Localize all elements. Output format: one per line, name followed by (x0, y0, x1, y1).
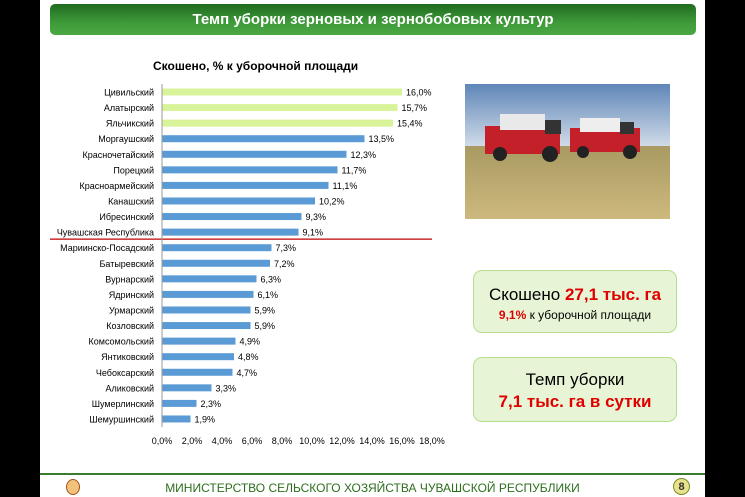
x-tick-label: 6,0% (242, 436, 263, 446)
bar (162, 399, 197, 407)
bar (162, 306, 251, 314)
bar (162, 368, 233, 376)
x-tick-label: 10,0% (299, 436, 325, 446)
slide-title: Темп уборки зерновых и зернобобовых куль… (50, 4, 696, 35)
data-label: 9,3% (306, 212, 327, 222)
category-label: Цивильский (104, 88, 154, 98)
data-label: 4,7% (237, 368, 258, 378)
bar (162, 275, 257, 283)
ministry-logo (66, 479, 80, 495)
x-tick-label: 12,0% (329, 436, 355, 446)
category-label: Шемуршинский (89, 414, 154, 424)
category-label: Комсомольский (89, 337, 154, 347)
data-label: 15,4% (397, 119, 423, 129)
data-label: 11,1% (333, 181, 358, 191)
data-label: 6,3% (261, 274, 282, 284)
mowed-summary-box: Скошено 27,1 тыс. га 9,1% к уборочной пл… (473, 270, 677, 333)
bar (162, 119, 393, 127)
data-label: 12,3% (351, 150, 377, 160)
combine-harvester-photo (465, 84, 670, 219)
harvest-rate-value: 7,1 тыс. га в сутки (498, 392, 652, 411)
mowed-value: 27,1 тыс. га (564, 285, 662, 304)
category-label: Чувашская Республика (57, 228, 154, 238)
data-label: 4,9% (240, 337, 261, 347)
data-label: 9,1% (303, 228, 324, 238)
category-label: Порецкий (113, 165, 154, 175)
bar (162, 104, 398, 112)
category-label: Шумерлинский (92, 399, 154, 409)
category-label: Аликовский (106, 383, 155, 393)
mowed-label: Скошено (488, 285, 565, 304)
data-label: 2,3% (201, 399, 222, 409)
category-label: Моргаушский (98, 134, 154, 144)
x-tick-label: 8,0% (272, 436, 293, 446)
category-label: Ибресинский (99, 212, 154, 222)
footer-text: МИНИСТЕРСТВО СЕЛЬСКОГО ХОЗЯЙСТВА ЧУВАШСК… (165, 481, 580, 495)
bar (162, 150, 347, 158)
category-label: Чебоксарский (96, 368, 154, 378)
x-tick-label: 14,0% (359, 436, 385, 446)
category-label: Вурнарский (105, 274, 154, 284)
data-label: 5,9% (255, 321, 276, 331)
mowed-percent-label: к уборочной площади (526, 308, 652, 322)
mowed-percent: 9,1% (498, 308, 527, 322)
bar (162, 353, 234, 361)
data-label: 7,3% (276, 243, 297, 253)
bar (162, 415, 191, 423)
bar (162, 322, 251, 330)
data-label: 6,1% (258, 290, 279, 300)
category-label: Урмарский (109, 305, 154, 315)
x-tick-label: 4,0% (212, 436, 233, 446)
data-label: 5,9% (255, 305, 276, 315)
bar (162, 337, 236, 345)
slide: Темп уборки зерновых и зернобобовых куль… (40, 0, 705, 497)
category-label: Козловский (106, 321, 154, 331)
bar (162, 197, 315, 205)
data-label: 4,8% (238, 352, 259, 362)
harvest-rate-box: Темп уборки 7,1 тыс. га в сутки (473, 357, 677, 422)
category-label: Алатырский (104, 103, 154, 113)
bar (162, 135, 365, 143)
bar (162, 259, 270, 267)
page-number: 8 (673, 478, 690, 495)
x-tick-label: 16,0% (389, 436, 415, 446)
category-label: Янтиковский (101, 352, 154, 362)
category-label: Мариинско-Посадский (60, 243, 154, 253)
data-label: 7,2% (274, 259, 295, 269)
data-label: 1,9% (195, 414, 216, 424)
x-tick-label: 2,0% (182, 436, 203, 446)
category-label: Канашский (108, 196, 154, 206)
category-label: Батыревский (100, 259, 155, 269)
data-label: 15,7% (402, 103, 428, 113)
data-label: 11,7% (342, 165, 367, 175)
footer-divider (40, 473, 705, 475)
bar (162, 166, 338, 174)
chart-title: Скошено, % к уборочной площади (153, 59, 359, 73)
category-label: Ядринский (109, 290, 154, 300)
bar (162, 88, 402, 96)
data-label: 10,2% (319, 196, 345, 206)
bar (162, 290, 254, 298)
bar (162, 213, 302, 221)
data-label: 16,0% (406, 88, 432, 98)
bar-chart: Цивильский 16,0% Алатырский 15,7% Яльчикский… (50, 84, 445, 446)
harvest-rate-label: Темп уборки (525, 370, 625, 389)
bar (162, 181, 329, 189)
bar (162, 384, 212, 392)
category-label: Красночетайский (83, 150, 154, 160)
bar (162, 228, 299, 236)
x-tick-label: 0,0% (152, 436, 173, 446)
bar (162, 244, 272, 252)
x-tick-label: 18,0% (419, 436, 445, 446)
category-label: Яльчикский (106, 119, 154, 129)
category-label: Красноармейский (80, 181, 154, 191)
data-label: 3,3% (216, 383, 237, 393)
data-label: 13,5% (369, 134, 395, 144)
